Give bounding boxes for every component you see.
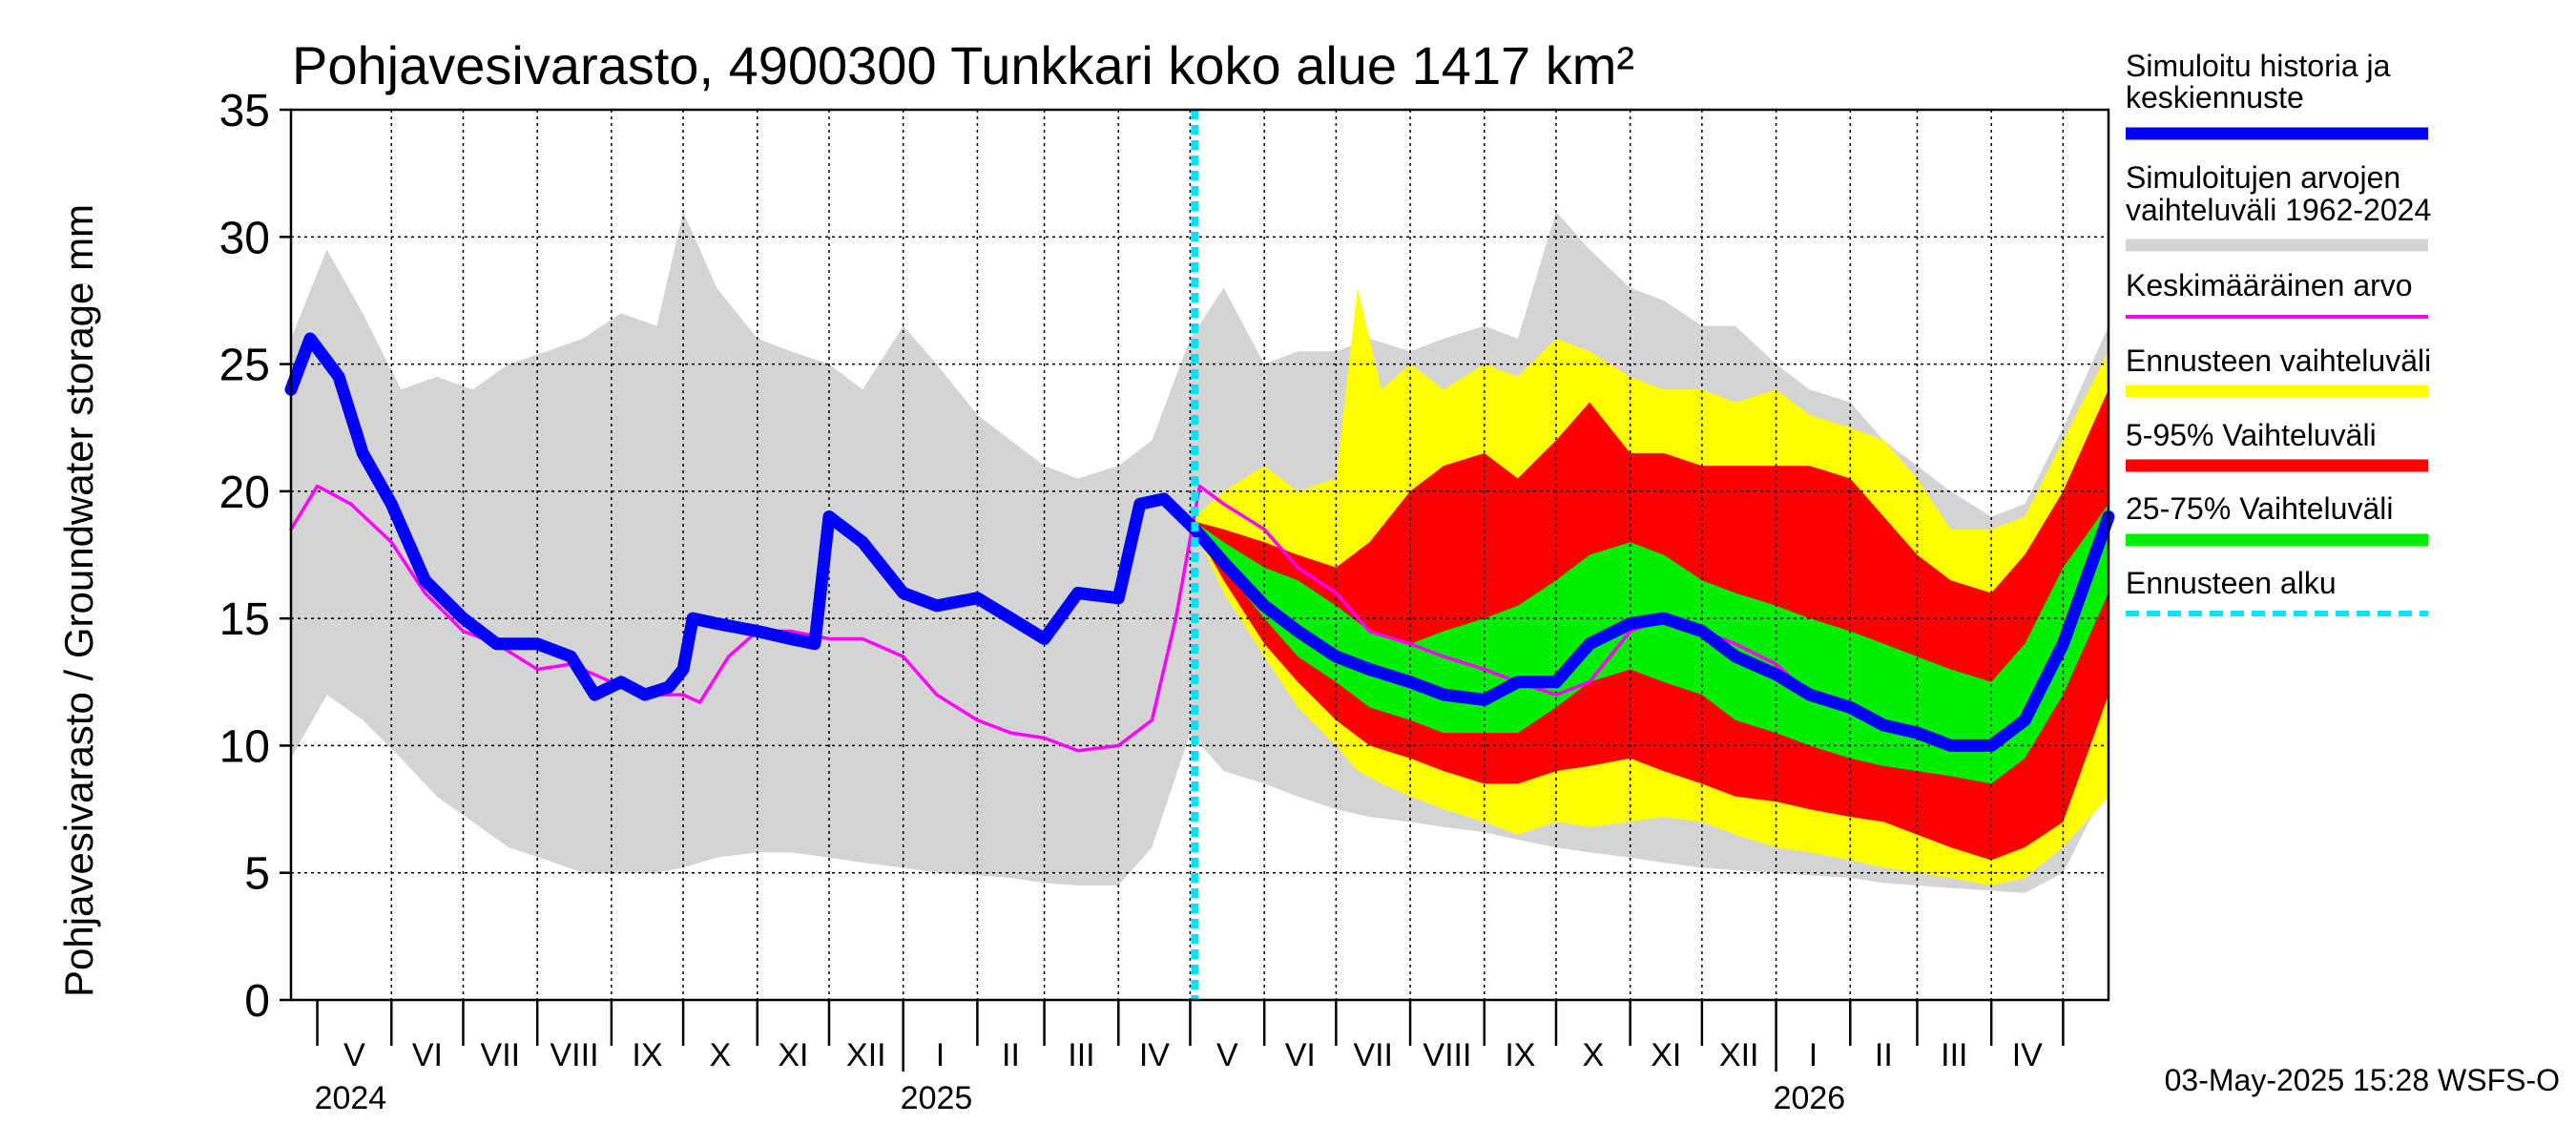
- legend-label: Keskimääräinen arvo: [2126, 268, 2413, 302]
- y-tick-label: 25: [219, 341, 270, 391]
- month-label: X: [1582, 1037, 1604, 1073]
- year-label: 2025: [901, 1080, 973, 1116]
- legend-label: Ennusteen alku: [2126, 566, 2337, 600]
- legend-label: 5-95% Vaihteluväli: [2126, 418, 2377, 452]
- month-label: VI: [1285, 1037, 1316, 1073]
- month-label: IX: [1505, 1037, 1535, 1073]
- month-label: XI: [778, 1037, 808, 1073]
- footer-timestamp: 03-May-2025 15:28 WSFS-O: [2165, 1063, 2560, 1097]
- month-label: VII: [481, 1037, 521, 1073]
- chart-title: Pohjavesivarasto, 4900300 Tunkkari koko …: [292, 35, 1634, 95]
- month-label: I: [1809, 1037, 1818, 1073]
- month-label: VIII: [551, 1037, 599, 1073]
- legend-label: Ennusteen vaihteluväli: [2126, 344, 2431, 378]
- month-label: III: [1941, 1037, 1967, 1073]
- month-label: II: [1875, 1037, 1893, 1073]
- legend-label: Simuloitujen arvojen: [2126, 160, 2400, 195]
- month-label: VIII: [1423, 1037, 1471, 1073]
- month-label: IV: [1139, 1037, 1170, 1073]
- month-label: XII: [1719, 1037, 1759, 1073]
- legend-label: vaihteluväli 1962-2024: [2126, 193, 2431, 227]
- grid-lines: [291, 109, 2109, 1000]
- legend-label: 25-75% Vaihteluväli: [2126, 491, 2393, 526]
- range-bands: [291, 211, 2109, 894]
- month-label: III: [1068, 1037, 1094, 1073]
- y-axis-label: Pohjavesivarasto / Groundwater storage m…: [56, 204, 101, 997]
- legend-label: Simuloitu historia ja: [2126, 49, 2391, 83]
- y-tick-label: 5: [244, 849, 270, 900]
- month-label: II: [1002, 1037, 1020, 1073]
- p25-75-band: [1195, 504, 2109, 784]
- month-label: VII: [1353, 1037, 1393, 1073]
- history-line: [284, 332, 1201, 701]
- month-label: XII: [846, 1037, 886, 1073]
- y-tick-label: 0: [244, 976, 270, 1027]
- month-label: IX: [632, 1037, 662, 1073]
- y-tick-label: 10: [219, 721, 270, 772]
- y-tick-label: 35: [219, 86, 270, 136]
- y-tick-label: 20: [219, 468, 270, 518]
- month-label: XI: [1651, 1037, 1681, 1073]
- month-label: X: [710, 1037, 732, 1073]
- month-label: V: [343, 1037, 365, 1073]
- year-label: 2026: [1774, 1080, 1846, 1116]
- month-label: I: [936, 1037, 945, 1073]
- month-label: VI: [412, 1037, 443, 1073]
- y-tick-label: 15: [219, 594, 270, 645]
- median-forecast-line: [1189, 510, 2115, 752]
- y-tick-label: 30: [219, 213, 270, 263]
- series-lines: [284, 110, 2115, 1000]
- month-label: V: [1216, 1037, 1238, 1073]
- year-label: 2024: [315, 1080, 387, 1116]
- month-label: IV: [2012, 1037, 2043, 1073]
- plot-frame: [289, 108, 2110, 1002]
- legend-label: keskiennuste: [2126, 80, 2304, 114]
